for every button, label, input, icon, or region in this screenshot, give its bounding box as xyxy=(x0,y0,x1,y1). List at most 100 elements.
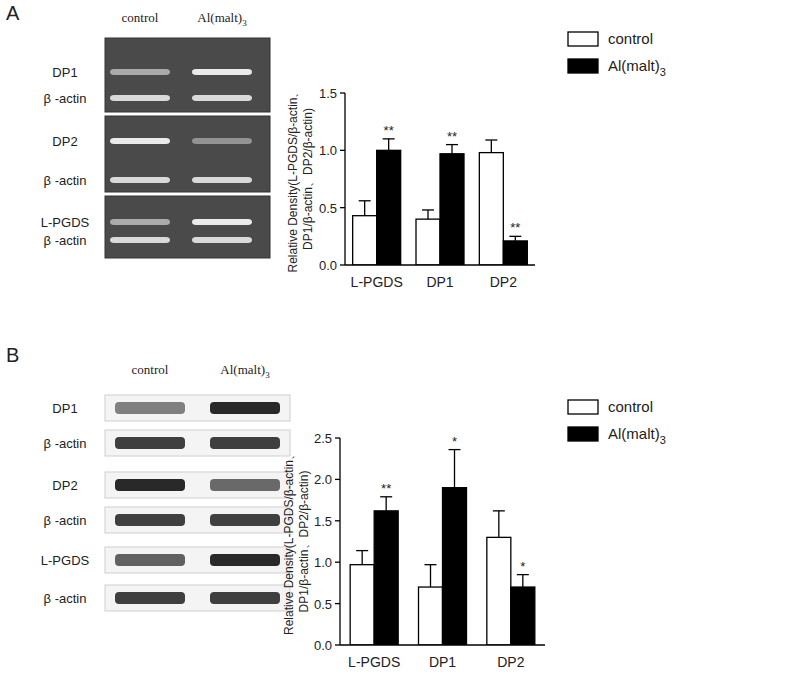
error-bar xyxy=(359,201,371,216)
lane-label: Al(malt)3 xyxy=(197,10,247,28)
error-cap xyxy=(446,144,458,145)
y-tick-label: 2.5 xyxy=(314,431,332,446)
error-cap xyxy=(383,138,395,139)
legend-label: control xyxy=(608,398,653,415)
band xyxy=(110,219,170,225)
error-line xyxy=(388,139,389,150)
blot xyxy=(105,38,270,258)
y-tick-label: 1.5 xyxy=(319,86,337,101)
band xyxy=(210,402,280,414)
legend-swatch xyxy=(568,427,598,441)
figure: AcontrolAl(malt)3DP1β -actinDP2β -actinL… xyxy=(0,0,787,691)
y-tick xyxy=(335,603,340,604)
y-tick xyxy=(335,437,340,438)
x-axis xyxy=(345,264,535,265)
row-label: β -actin xyxy=(44,591,87,606)
error-cap xyxy=(485,139,497,140)
film-strip xyxy=(105,395,290,421)
error-bar xyxy=(449,450,461,488)
legend-swatch xyxy=(568,32,598,46)
band xyxy=(110,95,170,101)
blot xyxy=(105,395,290,611)
error-cap xyxy=(509,236,521,237)
significance: ** xyxy=(510,220,520,235)
y-axis-label: DP1/β-actin、DP2/β-actin) xyxy=(297,471,311,613)
panel-letter: B xyxy=(6,344,19,366)
band xyxy=(115,592,185,604)
bar xyxy=(440,154,464,265)
error-line xyxy=(451,145,452,154)
error-cap xyxy=(425,564,437,565)
bar xyxy=(511,587,535,645)
legend-swatch xyxy=(568,400,598,414)
row-label: DP2 xyxy=(52,134,77,149)
band xyxy=(210,437,280,449)
error-bar xyxy=(356,551,368,565)
lane-label: control xyxy=(122,10,159,25)
y-axis-label: Relative Density(L-PGDS/β-actin、 xyxy=(282,448,296,635)
y-axis-label: Relative Density(L-PGDS/β-actin、 xyxy=(286,86,300,273)
bar xyxy=(377,150,401,265)
row-label: β -actin xyxy=(44,233,87,248)
legend: controlAl(malt)3 xyxy=(568,30,666,78)
band xyxy=(192,69,252,75)
band xyxy=(210,479,280,491)
band xyxy=(110,177,170,183)
error-cap xyxy=(380,496,392,497)
band xyxy=(210,592,280,604)
row-label: DP1 xyxy=(52,65,77,80)
error-bar xyxy=(425,565,437,587)
y-axis xyxy=(344,93,345,265)
panel-letter: A xyxy=(6,2,20,24)
x-tick-label: DP1 xyxy=(429,654,456,670)
y-tick-label: 1.5 xyxy=(314,514,332,529)
y-axis xyxy=(339,438,340,645)
x-tick-label: L-PGDS xyxy=(351,274,403,290)
y-tick-label: 1.0 xyxy=(319,143,337,158)
significance: ** xyxy=(384,123,394,138)
band xyxy=(115,402,185,414)
band xyxy=(115,479,185,491)
band xyxy=(110,69,170,75)
error-bar xyxy=(446,145,458,154)
band xyxy=(110,138,170,144)
error-bar xyxy=(509,236,521,241)
film-strip xyxy=(105,430,290,456)
row-label: DP1 xyxy=(52,401,77,416)
legend-label: Al(malt)3 xyxy=(608,425,666,446)
error-cap xyxy=(517,574,529,575)
y-tick xyxy=(335,644,340,645)
gel-piece xyxy=(105,38,270,112)
band xyxy=(210,554,280,566)
error-line xyxy=(362,551,363,565)
error-cap xyxy=(449,449,461,450)
row-label: β -actin xyxy=(44,91,87,106)
row-label: L-PGDS xyxy=(41,215,90,230)
film-strip xyxy=(105,507,290,533)
lane-label: control xyxy=(132,362,169,377)
bar xyxy=(416,219,440,265)
bar xyxy=(443,488,467,645)
significance: * xyxy=(452,434,457,449)
x-tick-label: DP2 xyxy=(490,274,517,290)
row-label: β -actin xyxy=(44,436,87,451)
error-bar xyxy=(383,139,395,150)
band xyxy=(192,237,252,243)
band xyxy=(192,95,252,101)
film-strip xyxy=(105,585,290,611)
y-tick-label: 0.0 xyxy=(319,258,337,273)
y-tick xyxy=(340,150,345,151)
error-line xyxy=(515,236,516,241)
bar xyxy=(479,153,503,265)
plot-area xyxy=(353,139,528,265)
y-tick-label: 0.5 xyxy=(314,597,332,612)
error-line xyxy=(386,497,387,511)
bar xyxy=(503,241,527,265)
row-label: β -actin xyxy=(44,513,87,528)
error-bar xyxy=(380,497,392,511)
y-tick-label: 1.0 xyxy=(314,555,332,570)
y-tick xyxy=(340,207,345,208)
row-label: DP2 xyxy=(52,478,77,493)
plot-area xyxy=(350,450,535,645)
lane-label: Al(malt)3 xyxy=(220,362,270,380)
